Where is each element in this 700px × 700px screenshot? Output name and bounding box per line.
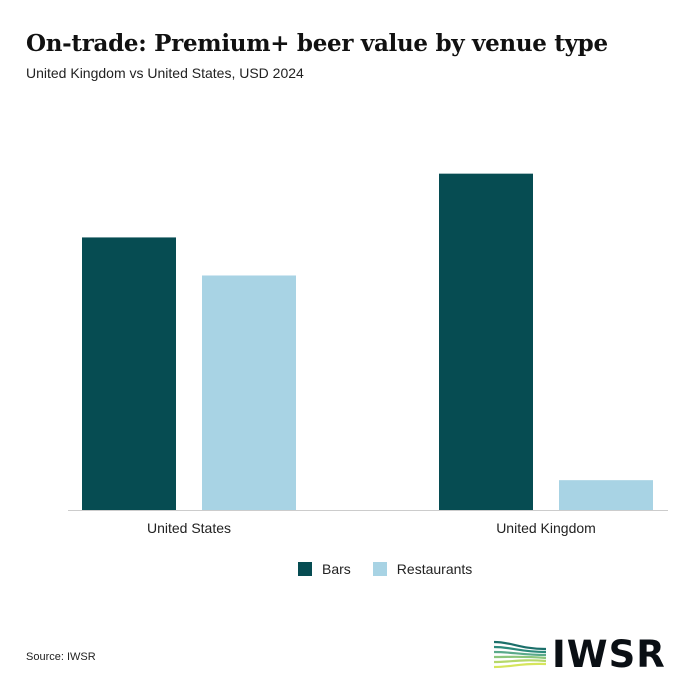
legend-item-bars: Bars: [298, 561, 351, 577]
legend: Bars Restaurants: [298, 561, 494, 577]
legend-swatch-restaurants: [372, 562, 387, 576]
source-note: Source: IWSR: [26, 651, 96, 663]
legend-item-restaurants: Restaurants: [372, 561, 473, 577]
chart-subtitle: United Kingdom vs United States, USD 202…: [26, 65, 304, 81]
bar-bars-united-kingdom: [439, 173, 533, 510]
iwsr-logo-text: IWSR: [552, 633, 666, 676]
bar-bars-united-states: [82, 237, 176, 510]
legend-swatch-bars: [298, 562, 312, 576]
bar-restaurants-united-states: [202, 275, 296, 510]
x-tick-label: United States: [147, 520, 231, 536]
legend-label-restaurants: Restaurants: [396, 561, 473, 577]
iwsr-logo: IWSR: [494, 636, 666, 673]
bar-restaurants-united-kingdom: [559, 480, 653, 510]
legend-label-bars: Bars: [322, 561, 351, 577]
chart-title: On-trade: Premium+ beer value by venue t…: [26, 30, 608, 57]
x-tick-label: United Kingdom: [496, 520, 596, 536]
iwsr-logo-icon: [494, 640, 546, 668]
